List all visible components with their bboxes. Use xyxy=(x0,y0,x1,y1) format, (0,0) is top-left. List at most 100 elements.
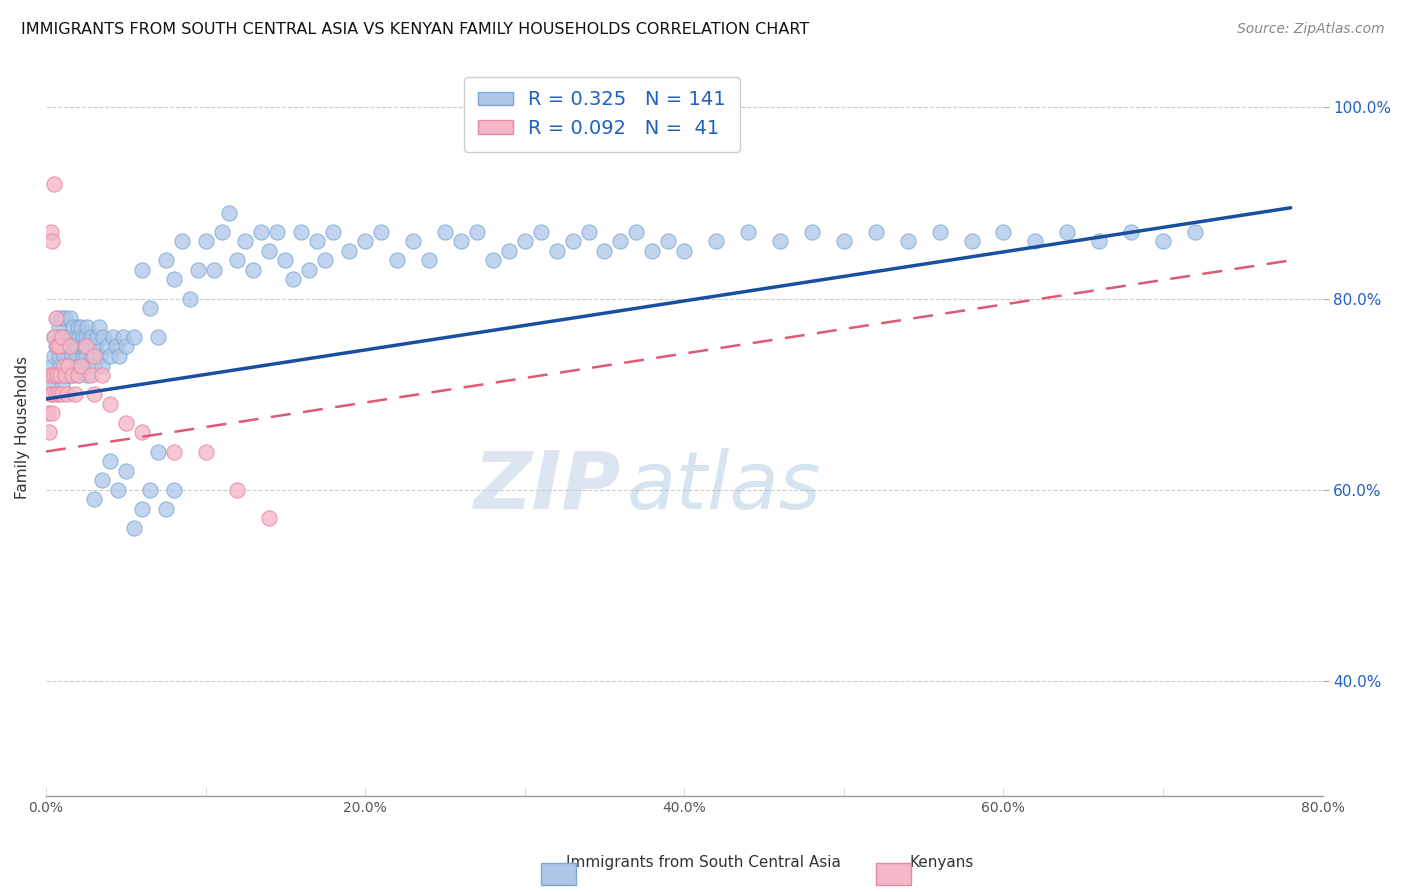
Point xyxy=(41,359,63,373)
Point xyxy=(45,310,67,325)
Text: Source: ZipAtlas.com: Source: ZipAtlas.com xyxy=(1237,22,1385,37)
Point xyxy=(46,310,69,325)
Point xyxy=(52,330,75,344)
Point xyxy=(1088,234,1111,248)
Point xyxy=(38,368,60,382)
Point xyxy=(63,359,86,373)
Point xyxy=(83,492,105,507)
Point xyxy=(53,310,76,325)
Legend: R = 0.325   N = 141, R = 0.092   N =  41: R = 0.325 N = 141, R = 0.092 N = 41 xyxy=(464,77,740,152)
Point xyxy=(530,225,553,239)
Point xyxy=(114,339,136,353)
Point xyxy=(53,368,76,382)
Point xyxy=(75,339,97,353)
Point xyxy=(122,330,145,344)
Point xyxy=(41,387,63,401)
Point xyxy=(63,387,86,401)
Point xyxy=(704,234,727,248)
Point xyxy=(48,320,70,334)
Point xyxy=(66,368,89,382)
Point xyxy=(49,359,72,373)
Point xyxy=(73,339,96,353)
Point xyxy=(90,359,112,373)
Point xyxy=(65,330,87,344)
Point xyxy=(42,349,65,363)
Point xyxy=(98,349,121,363)
Point xyxy=(42,330,65,344)
Point xyxy=(609,234,631,248)
Point xyxy=(69,330,91,344)
Point xyxy=(298,263,321,277)
Point xyxy=(98,454,121,468)
Point xyxy=(49,330,72,344)
Point xyxy=(84,339,107,353)
Point xyxy=(72,330,94,344)
Text: atlas: atlas xyxy=(627,448,821,525)
Point xyxy=(39,377,62,392)
Point xyxy=(897,234,920,248)
Point xyxy=(75,330,97,344)
Point xyxy=(82,349,104,363)
Point xyxy=(179,292,201,306)
Point xyxy=(155,502,177,516)
Point xyxy=(63,339,86,353)
Point xyxy=(138,483,160,497)
Point xyxy=(928,225,950,239)
Point xyxy=(89,349,111,363)
Point xyxy=(90,473,112,487)
Point xyxy=(385,253,408,268)
Point xyxy=(226,253,249,268)
Point xyxy=(122,521,145,535)
Point xyxy=(737,225,759,239)
Point xyxy=(98,397,121,411)
Point xyxy=(70,359,93,373)
Point xyxy=(46,368,69,382)
Point xyxy=(259,511,281,525)
Point xyxy=(55,387,77,401)
Point xyxy=(45,387,67,401)
Point xyxy=(235,234,257,248)
Point xyxy=(314,253,336,268)
Point xyxy=(59,310,82,325)
Point xyxy=(37,406,59,420)
Point xyxy=(170,234,193,248)
Point xyxy=(51,339,73,353)
Point xyxy=(450,234,472,248)
Point xyxy=(51,310,73,325)
Point xyxy=(70,339,93,353)
Point xyxy=(60,349,83,363)
Point xyxy=(111,330,134,344)
Point xyxy=(101,330,124,344)
Point xyxy=(48,339,70,353)
Point xyxy=(641,244,664,258)
Point xyxy=(45,339,67,353)
Point xyxy=(108,349,131,363)
Point xyxy=(41,234,63,248)
Point xyxy=(83,359,105,373)
Point xyxy=(960,234,983,248)
Point xyxy=(259,244,281,258)
Text: Immigrants from South Central Asia: Immigrants from South Central Asia xyxy=(565,855,841,870)
Point xyxy=(60,368,83,382)
Text: IMMIGRANTS FROM SOUTH CENTRAL ASIA VS KENYAN FAMILY HOUSEHOLDS CORRELATION CHART: IMMIGRANTS FROM SOUTH CENTRAL ASIA VS KE… xyxy=(21,22,810,37)
Point xyxy=(146,444,169,458)
Point xyxy=(138,301,160,315)
Point xyxy=(290,225,312,239)
Point xyxy=(1056,225,1078,239)
Point xyxy=(96,339,118,353)
Point xyxy=(66,339,89,353)
Point xyxy=(322,225,344,239)
Point xyxy=(578,225,600,239)
Point xyxy=(283,272,305,286)
Point xyxy=(218,205,240,219)
Point xyxy=(769,234,792,248)
Point xyxy=(211,225,233,239)
Point xyxy=(62,320,84,334)
Point xyxy=(307,234,329,248)
Point xyxy=(513,234,536,248)
Point xyxy=(187,263,209,277)
Point xyxy=(66,320,89,334)
Point xyxy=(55,339,77,353)
Point xyxy=(131,263,153,277)
Point xyxy=(194,444,217,458)
